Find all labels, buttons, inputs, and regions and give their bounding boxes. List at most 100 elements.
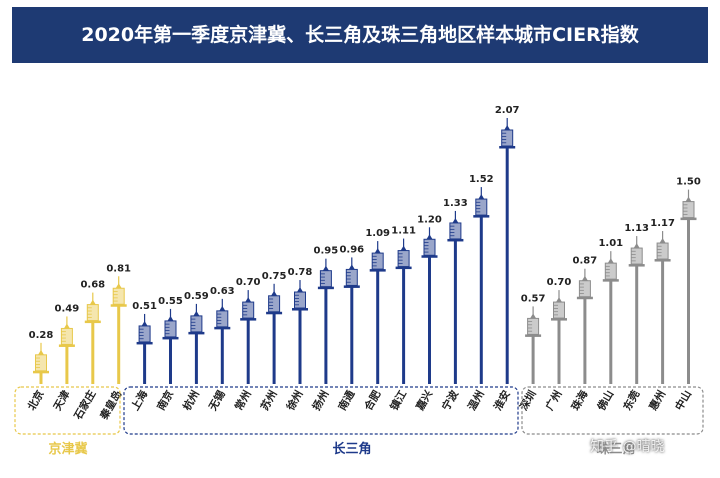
syringe-flange	[473, 215, 490, 218]
syringe-hub	[89, 299, 96, 305]
syringe-hub	[530, 313, 537, 319]
value-label: 0.57	[521, 293, 546, 304]
value-label: 0.96	[339, 244, 364, 255]
syringe-hub	[581, 275, 588, 281]
syringe-flange	[654, 259, 671, 262]
syringe-hub	[245, 297, 252, 303]
syringe-barrel	[553, 301, 565, 319]
category-label: 佛山	[594, 388, 616, 414]
syringe-hub	[685, 196, 692, 202]
category-label: 扬州	[310, 388, 332, 413]
category-label: 东莞	[621, 388, 643, 413]
category-label: 珠海	[569, 388, 591, 413]
syringe-barrel	[578, 280, 591, 298]
category-label: 深圳	[517, 388, 539, 413]
category-label: 常州	[232, 388, 254, 413]
category-label: 上海	[128, 388, 150, 413]
syringe-hub	[271, 290, 278, 296]
value-label: 0.49	[55, 303, 80, 314]
value-label: 0.55	[158, 296, 183, 307]
value-label: 0.75	[262, 271, 287, 282]
syringe-barrel	[682, 201, 695, 219]
value-label: 0.95	[314, 246, 339, 257]
syringe-barrel	[527, 317, 540, 335]
syringe-flange	[576, 296, 593, 300]
syringe-flange	[188, 331, 205, 335]
syringe-barrel	[397, 250, 410, 268]
value-label: 0.70	[547, 277, 572, 288]
watermark-text: 知乎 @晴晓	[590, 439, 665, 455]
syringe-flange	[343, 285, 360, 288]
group-box	[123, 386, 519, 435]
group-label: 珠三角	[596, 441, 635, 457]
syringe-flange	[33, 370, 49, 374]
syringe-hub	[478, 194, 485, 200]
value-label: 0.78	[288, 267, 313, 278]
syringe-barrel	[268, 295, 281, 313]
syringe-flange	[551, 318, 567, 321]
syringe-hub	[38, 349, 44, 355]
syringe-flange	[292, 308, 308, 311]
syringe-barrel	[112, 287, 125, 305]
syringe-flange	[628, 264, 645, 267]
syringe-flange	[110, 304, 127, 307]
category-label: 天津	[51, 388, 73, 413]
syringe-barrel	[242, 301, 255, 319]
value-label: 1.13	[624, 223, 649, 234]
syringe-flange	[499, 146, 516, 149]
value-label: 0.87	[573, 256, 598, 267]
syringe-barrel	[371, 252, 384, 270]
syringe-barrel	[294, 291, 306, 309]
syringe-hub	[115, 283, 122, 289]
value-label: 0.51	[132, 301, 157, 312]
chart-title: 2020年第一季度京津冀、长三角及珠三角地区样本城市CIER指数	[81, 24, 639, 46]
category-label: 惠州	[646, 388, 668, 413]
category-label: 石家庄	[71, 388, 99, 423]
syringe-barrel	[345, 268, 358, 286]
syringe-flange	[240, 318, 257, 321]
value-label: 1.33	[443, 198, 468, 209]
syringe-hub	[659, 238, 666, 244]
category-label: 杭州	[180, 388, 202, 413]
category-label: 苏州	[258, 388, 280, 413]
category-label: 无锡	[206, 388, 229, 414]
syringe-hub	[193, 310, 200, 316]
value-label: 0.63	[210, 286, 235, 297]
group-label: 长三角	[332, 441, 371, 457]
syringe-hub	[426, 234, 433, 240]
category-label: 广州	[543, 388, 565, 413]
syringe-barrel	[423, 238, 436, 256]
syringe-flange	[447, 238, 464, 242]
syringe-barrel	[164, 320, 177, 338]
syringe-barrel	[138, 325, 151, 343]
syringe-flange	[395, 266, 412, 270]
category-label: 淮安	[491, 388, 513, 413]
category-label: 温州	[465, 388, 487, 413]
syringe-flange	[602, 279, 619, 282]
syringe-flange	[317, 286, 334, 290]
value-label: 0.81	[106, 263, 131, 274]
syringe-barrel	[86, 304, 99, 322]
syringe-barrel	[35, 354, 47, 372]
value-label: 0.59	[184, 291, 209, 302]
syringe-flange	[84, 320, 101, 324]
category-label: 南通	[336, 388, 358, 413]
syringe-hub	[219, 305, 226, 311]
value-label: 1.17	[650, 218, 675, 229]
syringe-barrel	[449, 222, 462, 240]
syringe-hub	[63, 323, 70, 329]
syringe-hub	[633, 243, 640, 249]
value-label: 1.52	[469, 174, 494, 185]
value-label: 0.70	[236, 277, 261, 288]
category-label: 镇江	[387, 388, 409, 413]
syringe-hub	[556, 297, 562, 303]
category-label: 嘉兴	[413, 388, 436, 414]
category-label: 合肥	[361, 388, 384, 414]
syringe-hub	[297, 287, 303, 293]
group-box	[14, 386, 121, 435]
category-label: 宁波	[439, 388, 461, 413]
syringe-flange	[58, 344, 75, 347]
syringe-flange	[525, 334, 542, 337]
syringe-hub	[322, 265, 329, 271]
value-label: 2.07	[495, 105, 520, 116]
